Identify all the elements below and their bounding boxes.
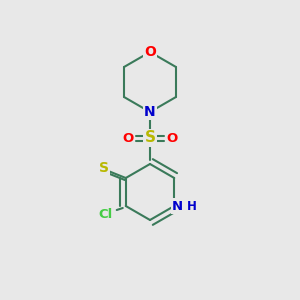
Text: O: O bbox=[144, 45, 156, 59]
Text: O: O bbox=[122, 131, 134, 145]
Text: S: S bbox=[145, 130, 155, 146]
Text: N: N bbox=[144, 105, 156, 119]
Text: O: O bbox=[167, 131, 178, 145]
Text: S: S bbox=[99, 161, 109, 175]
Text: Cl: Cl bbox=[99, 208, 113, 220]
Text: N: N bbox=[172, 200, 183, 212]
Text: H: H bbox=[187, 200, 197, 214]
